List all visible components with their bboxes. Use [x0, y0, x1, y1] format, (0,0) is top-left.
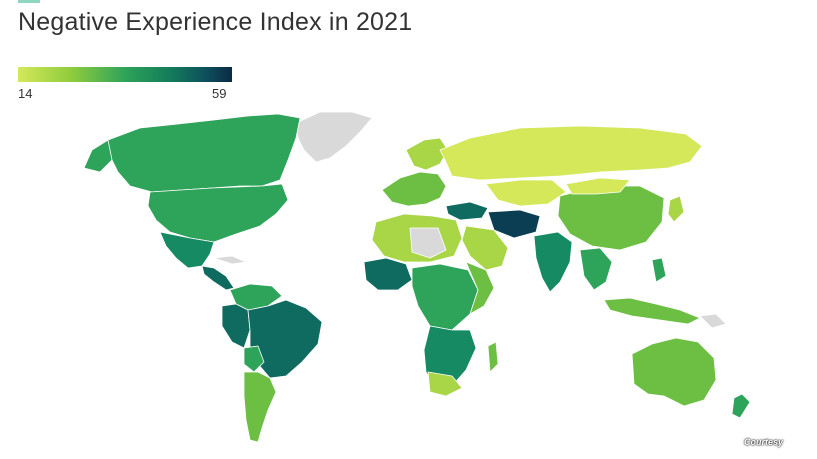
- region-papua: [699, 313, 727, 329]
- color-legend-bar: [18, 67, 232, 82]
- region-russia: [439, 125, 703, 181]
- region-madagascar: [487, 341, 499, 373]
- region-canada: [107, 113, 301, 193]
- region-caribbean: [213, 255, 247, 265]
- region-east-africa: [465, 261, 495, 315]
- region-southeast-asia: [579, 247, 613, 291]
- region-central-africa: [411, 263, 479, 331]
- region-central-america: [201, 265, 235, 291]
- region-peru: [221, 303, 251, 349]
- region-australia: [631, 337, 717, 407]
- region-west-africa: [363, 257, 413, 291]
- region-south-africa: [427, 371, 463, 397]
- region-alaska: [83, 139, 113, 173]
- region-bolivia: [243, 345, 265, 373]
- region-sahel-nodata: [409, 227, 447, 259]
- region-mongolia: [565, 177, 631, 195]
- region-greenland: [295, 111, 373, 163]
- region-usa: [147, 183, 289, 243]
- courtesy-watermark: Courtesy: [744, 437, 784, 447]
- region-western-europe: [381, 171, 447, 207]
- region-indonesia: [603, 297, 701, 325]
- region-argentina: [243, 371, 277, 443]
- region-turkey: [445, 201, 489, 221]
- region-new-zealand: [731, 393, 751, 419]
- region-china: [557, 185, 665, 251]
- legend-max-label: 59: [212, 86, 227, 101]
- legend-min-label: 14: [18, 86, 33, 101]
- region-philippines: [651, 257, 667, 283]
- map-title: Negative Experience Index in 2021: [18, 8, 413, 36]
- region-brazil: [247, 299, 323, 379]
- header-accent-line: [18, 0, 40, 3]
- region-arabia: [461, 225, 509, 271]
- region-central-asia: [485, 179, 567, 207]
- region-india: [533, 231, 573, 293]
- region-japan: [667, 195, 685, 223]
